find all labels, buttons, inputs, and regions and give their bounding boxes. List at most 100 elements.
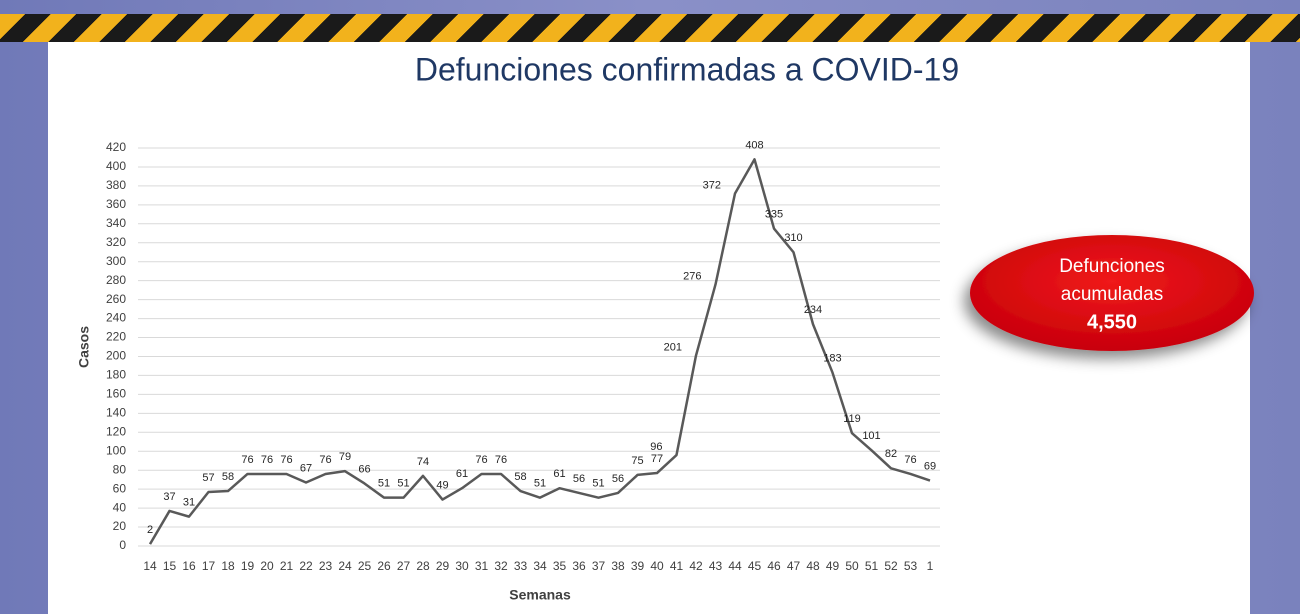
x-tick-label: 44 xyxy=(728,559,742,573)
x-tick-label: 19 xyxy=(241,559,255,573)
y-tick-label: 180 xyxy=(106,368,126,382)
y-tick-label: 40 xyxy=(113,500,127,514)
data-label: 79 xyxy=(339,451,351,463)
y-tick-label: 80 xyxy=(113,462,127,476)
data-label: 67 xyxy=(300,462,312,474)
x-tick-label: 49 xyxy=(826,559,840,573)
x-axis-title: Semanas xyxy=(509,587,571,603)
data-label: 310 xyxy=(784,232,802,244)
y-tick-label: 220 xyxy=(106,330,126,344)
x-tick-label: 46 xyxy=(767,559,781,573)
x-tick-label: 26 xyxy=(377,559,391,573)
y-tick-label: 0 xyxy=(119,538,126,552)
data-label: 82 xyxy=(885,448,897,460)
x-tick-label: 37 xyxy=(592,559,606,573)
x-tick-label: 48 xyxy=(806,559,820,573)
x-tick-label: 22 xyxy=(299,559,313,573)
data-label: 37 xyxy=(163,491,175,503)
data-label: 76 xyxy=(904,454,916,466)
x-tick-label: 52 xyxy=(884,559,898,573)
data-label: 56 xyxy=(612,473,624,485)
x-tick-label: 27 xyxy=(397,559,411,573)
data-label: 51 xyxy=(378,478,390,490)
x-tick-label: 32 xyxy=(494,559,508,573)
y-tick-label: 420 xyxy=(106,140,126,154)
callout-ellipse xyxy=(970,235,1254,351)
y-tick-label: 20 xyxy=(113,519,127,533)
y-tick-label: 120 xyxy=(106,424,126,438)
data-label: 408 xyxy=(745,139,763,151)
data-label: 77 xyxy=(651,453,663,465)
data-label: 76 xyxy=(319,454,331,466)
x-tick-label: 35 xyxy=(553,559,567,573)
data-label: 335 xyxy=(765,208,783,220)
data-label: 56 xyxy=(573,473,585,485)
callout-value: 4,550 xyxy=(1087,311,1137,333)
data-label: 49 xyxy=(436,479,448,491)
x-tick-label: 21 xyxy=(280,559,294,573)
x-tick-label: 24 xyxy=(338,559,352,573)
y-tick-label: 260 xyxy=(106,292,126,306)
data-label: 75 xyxy=(631,455,643,467)
data-label: 51 xyxy=(592,478,604,490)
data-label: 66 xyxy=(358,463,370,475)
x-tick-label: 51 xyxy=(865,559,879,573)
x-tick-label: 45 xyxy=(748,559,762,573)
data-label: 201 xyxy=(664,341,682,353)
x-tick-label: 39 xyxy=(631,559,645,573)
data-label: 96 xyxy=(650,441,662,453)
x-tick-label: 15 xyxy=(163,559,177,573)
y-axis-title: Casos xyxy=(76,326,92,368)
x-tick-label: 41 xyxy=(670,559,684,573)
x-tick-label: 47 xyxy=(787,559,801,573)
x-tick-label: 29 xyxy=(436,559,450,573)
data-label: 372 xyxy=(703,179,721,191)
x-tick-label: 38 xyxy=(611,559,625,573)
data-label: 119 xyxy=(843,413,861,425)
x-tick-label: 43 xyxy=(709,559,723,573)
x-tick-label: 33 xyxy=(514,559,528,573)
y-tick-label: 60 xyxy=(113,481,127,495)
y-tick-label: 280 xyxy=(106,273,126,287)
y-tick-label: 240 xyxy=(106,311,126,325)
data-label: 61 xyxy=(553,468,565,480)
data-label: 76 xyxy=(280,454,292,466)
x-tick-label: 34 xyxy=(533,559,547,573)
x-tick-label: 20 xyxy=(260,559,274,573)
x-tick-label: 40 xyxy=(650,559,664,573)
data-label: 58 xyxy=(514,471,526,483)
y-tick-label: 320 xyxy=(106,235,126,249)
y-tick-label: 200 xyxy=(106,349,126,363)
y-tick-label: 140 xyxy=(106,406,126,420)
x-tick-label: 53 xyxy=(904,559,918,573)
data-label: 76 xyxy=(475,454,487,466)
hazard-stripe xyxy=(0,14,1300,42)
data-label: 76 xyxy=(241,454,253,466)
data-label: 101 xyxy=(862,430,880,442)
y-tick-label: 380 xyxy=(106,178,126,192)
data-label: 2 xyxy=(147,524,153,536)
callout-label: Defunciones xyxy=(1059,256,1165,277)
data-label: 69 xyxy=(924,461,936,473)
callout-label: acumuladas xyxy=(1061,284,1163,305)
x-tick-label: 42 xyxy=(689,559,703,573)
data-label: 76 xyxy=(495,454,507,466)
data-label: 51 xyxy=(534,478,546,490)
x-tick-label: 17 xyxy=(202,559,216,573)
chart-title: Defunciones confirmadas a COVID-19 xyxy=(415,51,959,87)
data-label: 234 xyxy=(804,304,822,316)
data-label: 61 xyxy=(456,468,468,480)
x-tick-label: 18 xyxy=(221,559,235,573)
x-tick-label: 36 xyxy=(572,559,586,573)
data-line xyxy=(148,158,931,545)
y-tick-label: 400 xyxy=(106,159,126,173)
data-label: 51 xyxy=(397,478,409,490)
y-tick-label: 300 xyxy=(106,254,126,268)
y-tick-label: 340 xyxy=(106,216,126,230)
y-tick-label: 160 xyxy=(106,387,126,401)
x-tick-label: 23 xyxy=(319,559,333,573)
data-label: 58 xyxy=(222,471,234,483)
data-label: 183 xyxy=(823,352,841,364)
